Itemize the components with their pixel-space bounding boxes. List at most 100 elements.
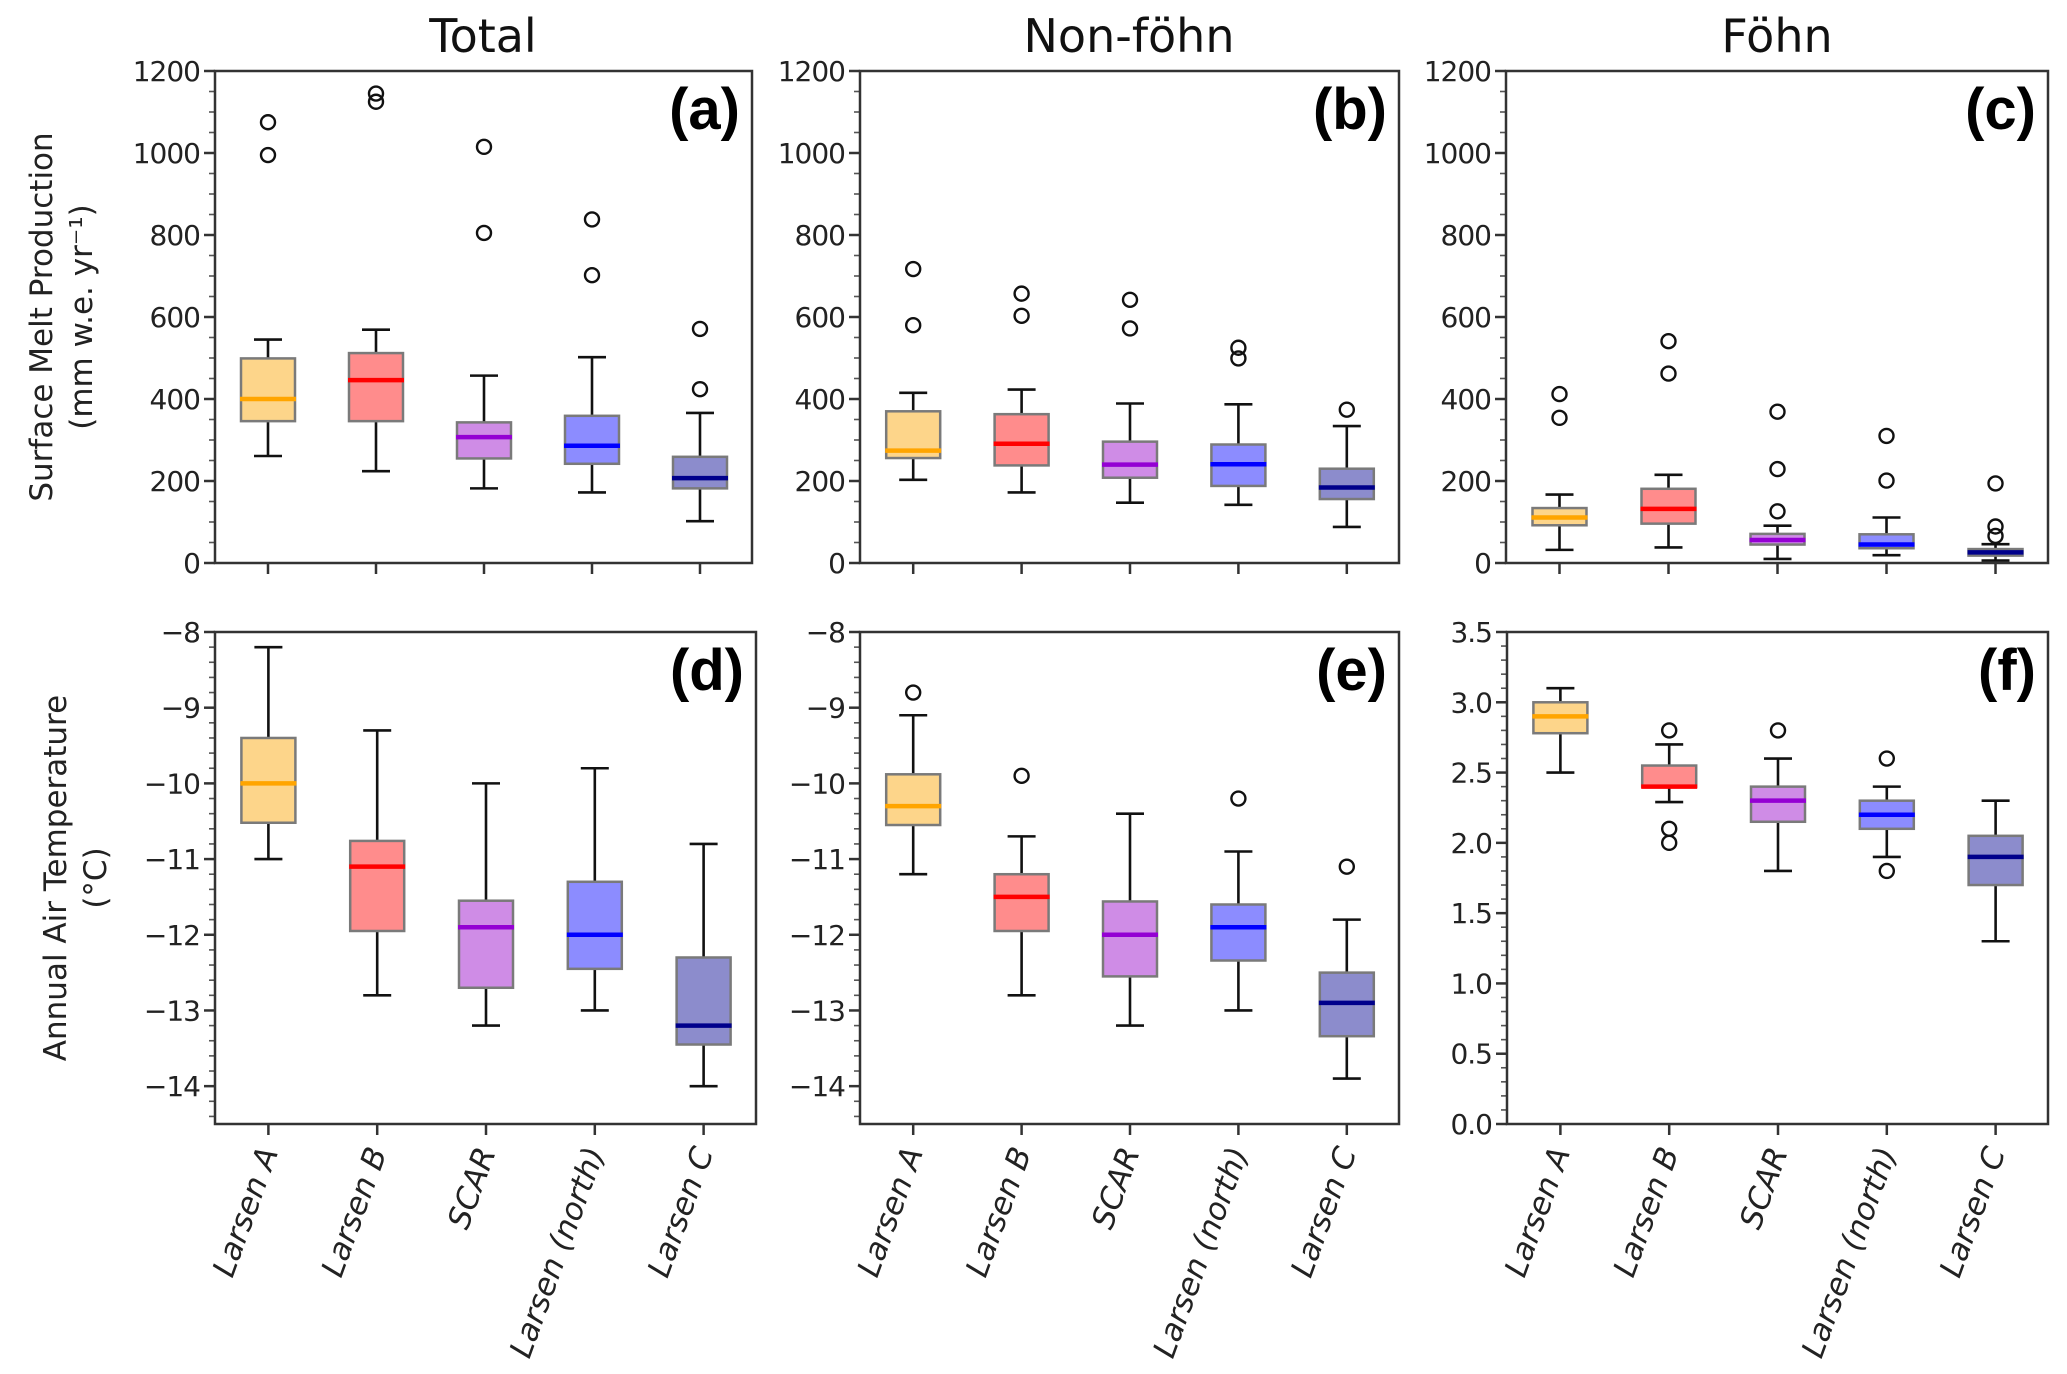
axes-frame — [1504, 69, 2050, 565]
outlier-point — [1551, 385, 1568, 403]
panel-label: (a) — [669, 77, 740, 142]
y-tick-label: −10 — [789, 767, 845, 800]
x-tick-label: Larsen (north) — [1795, 1142, 1904, 1362]
iqr-box — [1640, 487, 1697, 525]
y-tick-label: −14 — [144, 1070, 200, 1103]
y-axis-label-temperature: Annual Air Temperature — [38, 695, 74, 1061]
outlier-point — [1660, 332, 1677, 350]
outlier-point — [1987, 527, 2004, 545]
y-tick-label: −13 — [144, 994, 200, 1027]
y-tick-label: 1000 — [133, 137, 200, 170]
y-tick-label: −8 — [806, 616, 845, 649]
y-tick-label: 1000 — [778, 137, 845, 170]
panel-b: 0 200 400 600 800 1000 1200 (b) — [778, 55, 1401, 580]
outlier-point — [1338, 401, 1356, 418]
iqr-box — [1101, 900, 1159, 978]
y-tick-label: 2.5 — [1450, 757, 1492, 790]
outlier-point — [1121, 291, 1139, 308]
outlier-point — [1878, 750, 1896, 767]
y-tick-label: 800 — [1441, 219, 1491, 252]
y-tick-label: −12 — [789, 919, 845, 952]
box-larsen-b — [993, 767, 1050, 997]
outlier-point — [475, 224, 493, 242]
box-larsen-north — [566, 766, 624, 1012]
y-tick-label: 1000 — [1424, 137, 1491, 170]
panel-c: 0 200 400 600 800 1000 1200 (c) — [1424, 55, 2050, 580]
iqr-box — [563, 414, 621, 466]
iqr-box — [347, 351, 405, 423]
x-tick-label: Larsen C — [1933, 1142, 2013, 1282]
box-larsen-a — [240, 645, 297, 861]
y-tick-label: 0 — [828, 547, 845, 580]
outlier-point — [1660, 820, 1678, 837]
box-scar — [455, 138, 513, 490]
outlier-point — [367, 85, 385, 102]
y-tick-label: 600 — [795, 301, 845, 334]
column-title-total: Total — [428, 9, 536, 63]
y-tick-label: 0.5 — [1450, 1038, 1492, 1071]
panel-f: 0.0 0.5 1.0 1.5 2.0 2.5 3.0 3.5 Larsen A Larsen B… — [1450, 616, 2050, 1362]
box-larsen-a — [884, 260, 942, 482]
panel-label: (e) — [1316, 638, 1387, 703]
outlier-point — [1013, 285, 1030, 302]
y-tick-label: 800 — [150, 219, 200, 252]
box-larsen-c — [1318, 401, 1376, 529]
outlier-point — [1878, 862, 1896, 880]
box-larsen-b — [347, 85, 405, 473]
y-tick-label: −9 — [161, 692, 200, 725]
outlier-point — [1878, 427, 1895, 445]
box-larsen-c — [675, 842, 732, 1088]
y-axis-label-melt-units: (mm w.e. yr⁻¹) — [64, 204, 100, 429]
iqr-box — [1749, 785, 1807, 824]
y-tick-label: −9 — [806, 692, 845, 725]
y-tick-label: 1200 — [1424, 55, 1491, 88]
y-tick-label: 3.5 — [1450, 616, 1492, 649]
y-tick-label: 200 — [795, 465, 845, 498]
outlier-point — [1230, 339, 1247, 356]
box-larsen-a — [239, 114, 297, 458]
panel-a: 0 200 400 600 800 1000 1200 (a) — [133, 55, 754, 580]
x-tick-label: Larsen C — [1284, 1142, 1364, 1282]
outlier-point — [1338, 858, 1356, 875]
outlier-point — [1769, 722, 1787, 739]
outlier-point — [1013, 767, 1030, 785]
box-scar — [1101, 291, 1159, 505]
x-tick-label: Larsen A — [851, 1142, 931, 1281]
y-tick-label: 1.0 — [1450, 967, 1492, 1000]
outlier-point — [1660, 365, 1677, 382]
iqr-box — [1101, 440, 1159, 479]
outlier-point — [259, 146, 277, 164]
iqr-box — [240, 736, 297, 824]
box-larsen-a — [884, 684, 942, 876]
iqr-box — [1318, 467, 1376, 501]
outlier-point — [1769, 503, 1786, 520]
x-tick-label: Larsen B — [959, 1142, 1039, 1281]
outlier-point — [1987, 475, 2004, 492]
outlier-point — [1987, 518, 2004, 535]
y-tick-label: 400 — [1441, 383, 1491, 416]
panel-label: (d) — [670, 638, 744, 703]
y-tick-label: −11 — [789, 843, 845, 876]
y-tick-label: 800 — [795, 219, 845, 252]
outlier-point — [475, 138, 493, 156]
outlier-point — [904, 684, 922, 701]
x-tick-label: SCAR — [441, 1142, 504, 1233]
box-scar — [1749, 722, 1807, 873]
y-tick-label: 200 — [1441, 465, 1491, 498]
y-tick-label: 1.5 — [1450, 897, 1492, 930]
box-larsen-c — [1967, 475, 2024, 562]
y-tick-label: 3.0 — [1450, 686, 1492, 719]
iqr-box — [566, 880, 624, 971]
outlier-point — [1230, 790, 1247, 807]
y-tick-label: −10 — [144, 767, 200, 800]
y-axis-label-melt: Surface Melt Production — [24, 132, 60, 501]
y-tick-label: 1200 — [133, 55, 200, 88]
y-axis-label-temperature-units: (°C) — [78, 847, 114, 908]
iqr-box — [1967, 834, 2024, 887]
y-tick-label: 1200 — [778, 55, 845, 88]
panel-label: (c) — [1965, 77, 2036, 142]
panel-label: (b) — [1313, 77, 1387, 142]
y-tick-label: 2.0 — [1450, 827, 1492, 860]
box-larsen-c — [1967, 799, 2024, 943]
